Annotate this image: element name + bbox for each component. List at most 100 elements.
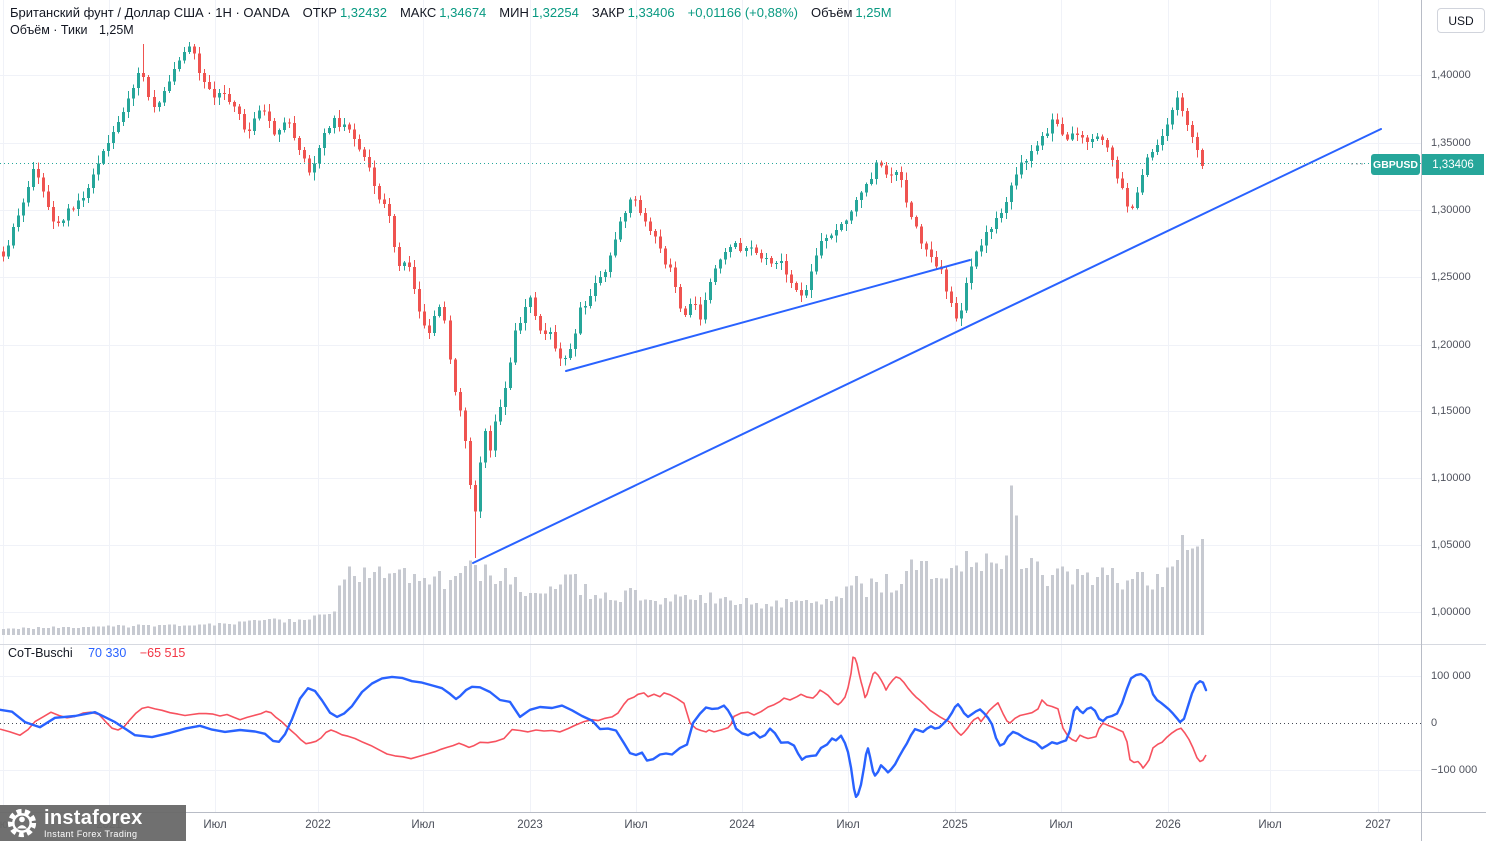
volume-bar <box>72 628 75 635</box>
candle-body <box>1201 149 1204 166</box>
candle-body <box>1081 135 1084 138</box>
volume-bar <box>674 594 677 635</box>
volume-indicator-label[interactable]: Объём · Тики <box>10 23 88 37</box>
candle-body <box>835 229 838 236</box>
candle-body <box>1176 97 1179 111</box>
ohlc-label: МИН <box>499 5 529 20</box>
candle-body <box>1096 136 1099 140</box>
ohlc-value: 1,32254 <box>531 5 579 20</box>
candle-body <box>855 199 858 212</box>
candle-body <box>629 199 632 213</box>
candle-body <box>459 391 462 411</box>
trendline[interactable] <box>472 128 1382 564</box>
volume-bar <box>1056 568 1059 635</box>
candle-body <box>785 261 788 275</box>
volume-bar <box>845 586 848 635</box>
volume-bar <box>664 598 667 635</box>
candle-body <box>243 114 246 130</box>
currency-badge[interactable]: USD <box>1437 8 1485 33</box>
volume-bar <box>549 586 552 635</box>
trendlines[interactable] <box>472 128 1382 564</box>
volume-bar <box>67 627 70 635</box>
candle-body <box>454 359 457 392</box>
candle-body <box>1025 161 1028 163</box>
volume-bar <box>910 559 913 635</box>
ohlc-label: ЗАКР <box>591 5 625 20</box>
volume-bar <box>945 578 948 635</box>
volume-bar <box>1156 574 1159 635</box>
candle-body <box>504 387 507 408</box>
candle-body <box>694 304 697 306</box>
volume-bar <box>454 576 457 635</box>
last-price-label[interactable]: 1,33406 <box>1422 154 1484 175</box>
volume-bar <box>303 619 306 635</box>
volume-bar <box>208 623 211 635</box>
candle-body <box>313 163 316 173</box>
candle-body <box>137 72 140 88</box>
volume-bar <box>679 596 682 635</box>
symbol-price-badge[interactable]: GBPUSD <box>1371 154 1420 175</box>
candle-body <box>895 172 898 176</box>
volume-bar <box>810 603 813 635</box>
candle-body <box>263 110 266 112</box>
volume-bar <box>1000 569 1003 635</box>
candle-body <box>343 124 346 128</box>
volume-bar <box>1181 535 1184 635</box>
volume-bar <box>438 571 441 635</box>
volume-bar <box>870 578 873 635</box>
volume-bar <box>373 572 376 635</box>
volume-bar <box>489 575 492 635</box>
candle-body <box>574 333 577 349</box>
candle-body <box>765 257 768 259</box>
volume-bar <box>393 573 396 635</box>
candle-body <box>323 132 326 148</box>
candle-body <box>203 72 206 83</box>
candle-body <box>258 110 261 119</box>
volume-bar <box>328 614 331 635</box>
candle-body <box>1156 145 1159 153</box>
candle-body <box>714 268 717 283</box>
candle-body <box>2 251 5 257</box>
candle-body <box>127 98 130 112</box>
candle-body <box>1066 134 1069 140</box>
ohlc-value: 1,34674 <box>439 5 487 20</box>
candle-body <box>353 129 356 140</box>
volume-bar <box>112 626 115 635</box>
volume-bar <box>428 584 431 635</box>
volume-bar <box>895 590 898 635</box>
volume-bar <box>238 621 241 635</box>
trendline[interactable] <box>565 259 971 372</box>
candle-body <box>654 231 657 237</box>
cot-indicator-name[interactable]: CoT-Buschi <box>8 646 73 660</box>
candle-body <box>1166 124 1169 136</box>
volume-bar <box>464 565 467 635</box>
symbol-title[interactable]: Британский фунт / Доллар США · 1H · OAND… <box>10 5 290 20</box>
volume-bar <box>1146 585 1149 635</box>
volume-bar <box>122 625 125 635</box>
volume-bar <box>218 622 221 635</box>
candle-body <box>499 407 502 422</box>
volume-bar <box>1186 549 1189 635</box>
price-axis[interactable]: 1,40000 1,35000 1,30000 1,25000 1,20000 1,150… <box>1422 0 1486 812</box>
time-axis[interactable]: Июл2021Июл2022Июл2023Июл2024Июл2025Июл20… <box>0 812 1421 841</box>
volume-bar <box>995 563 998 635</box>
volume-bar <box>619 601 622 635</box>
candle-body <box>699 304 702 320</box>
volume-bar <box>17 628 20 635</box>
candle-body <box>193 46 196 54</box>
volume-bar <box>1116 583 1119 635</box>
volume-bar <box>634 590 637 635</box>
candle-body <box>975 251 978 267</box>
grid-lines <box>0 0 1421 812</box>
volume-bar <box>765 603 768 635</box>
candle-body <box>920 226 923 244</box>
candle-body <box>57 221 60 224</box>
candle-body <box>619 221 622 240</box>
candle-body <box>790 274 793 284</box>
more-options-dots[interactable]: ··· <box>1350 156 1365 170</box>
axis-price-label: 0 <box>1431 717 1438 729</box>
candle-body <box>885 165 888 175</box>
volume-bar <box>1036 561 1039 635</box>
candle-body <box>925 243 928 250</box>
